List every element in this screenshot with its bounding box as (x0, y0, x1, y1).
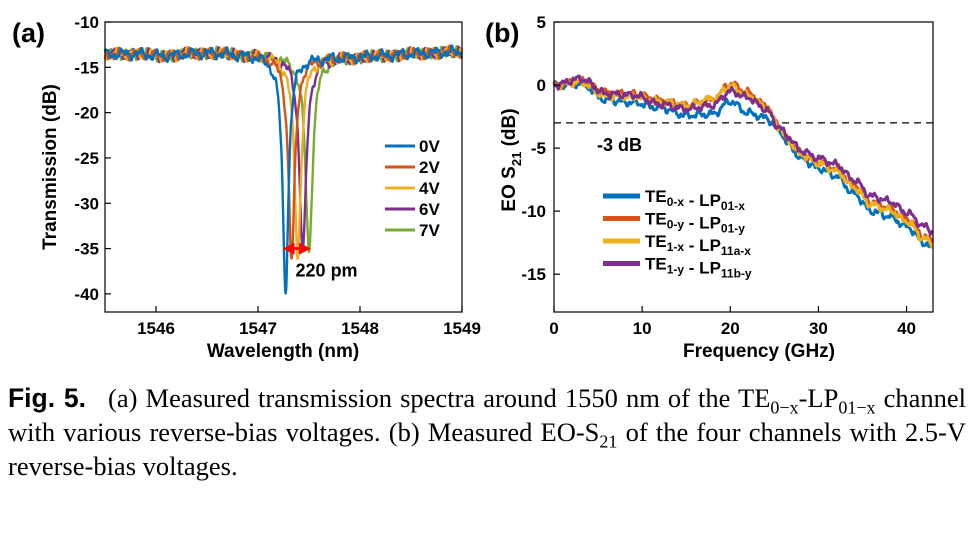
panel-b-y-tick-label: 5 (537, 13, 546, 32)
figure: (a) 220 pm 1546 1547 1548 1549 -10 -15 -20 -25… (12, 13, 935, 362)
panel-a-y-tick-label: -20 (74, 104, 99, 123)
legend-label-4V: 4V (419, 179, 440, 198)
panel-a-y-tick-label: -25 (74, 149, 99, 168)
panel-a-y-tick-label: -35 (74, 240, 99, 259)
panel-a-transmission: (a) 220 pm 1546 1547 1548 1549 -10 -15 -20 -25… (12, 13, 481, 362)
panel-a-y-ticks: -10 -15 -20 -25 -30 -35 -40 (74, 13, 111, 304)
panel-a-x-tick-label: 1549 (443, 319, 481, 338)
panel-a-curves (103, 44, 464, 295)
series-line-TE0-x-LP01-x (552, 78, 934, 249)
series-line-0V (103, 44, 464, 295)
panel-b-label: (b) (485, 18, 519, 48)
legend-label-2V: 2V (419, 158, 440, 177)
panel-a-y-tick-label: -10 (74, 13, 99, 32)
caption-segment: channel with various reverse-bias voltag… (8, 383, 966, 447)
wavelength-shift-label: 220 pm (296, 261, 358, 281)
panel-a-x-tick-label: 1547 (239, 319, 277, 338)
panel-a-label: (a) (12, 18, 45, 48)
panel-b-axes-box (553, 21, 934, 313)
panel-b-y-tick-label: 0 (537, 76, 546, 95)
panel-a-y-tick-label: -40 (74, 285, 99, 304)
caption-text: (a) Measured transmission spectra around… (8, 383, 966, 481)
legend-label-3: TE1-y - LP11b-y (645, 255, 752, 281)
legend-label-1: TE0-y - LP01-y (645, 210, 745, 236)
minus-3db-label: -3 dB (597, 135, 642, 155)
panel-a-x-axis-label: Wavelength (nm) (207, 341, 359, 362)
panel-b-y-axis-label: EO S21 (dB) (499, 108, 524, 211)
panel-b-x-tick-label: 20 (721, 319, 740, 338)
series-line-TE1-y-LP11b-y (552, 74, 934, 236)
panel-b-x-tick-label: 30 (809, 319, 828, 338)
figure-caption: Fig. 5. (a) Measured transmission spectra… (8, 381, 966, 483)
panel-b-x-ticks: 0 10 20 30 40 (549, 306, 916, 338)
panel-a-y-tick-label: -15 (74, 58, 99, 77)
legend-label-6V: 6V (419, 200, 440, 219)
caption-segment: (a) Measured transmission spectra around… (108, 383, 771, 413)
caption-subscript: 0−x (770, 397, 799, 418)
panel-b-x-tick-label: 10 (633, 319, 652, 338)
panel-a-x-ticks: 1546 1547 1548 1549 (137, 306, 481, 338)
legend-label-0: TE0-x - LP01-x (645, 187, 745, 213)
panel-a-y-tick-label: -30 (74, 194, 99, 213)
arrow-head-right (298, 242, 311, 255)
panel-a-legend: 0V 2V 4V 6V 7V (385, 137, 440, 240)
caption-label: Fig. 5. (8, 383, 87, 413)
panel-a-x-tick-label: 1546 (137, 319, 175, 338)
panel-b-y-tick-label: -5 (531, 139, 546, 158)
panel-b-x-tick-label: 40 (897, 319, 916, 338)
panel-b-x-tick-label: 0 (549, 319, 558, 338)
arrow-head-left (282, 242, 295, 255)
panel-a-axes-box (104, 21, 463, 313)
panel-b-y-ticks: 5 0 -5 -10 -15 (521, 13, 560, 284)
panel-b-y-tick-label: -15 (521, 265, 546, 284)
panel-b-x-axis-label: Frequency (GHz) (683, 341, 835, 362)
caption-segment: -LP (798, 383, 839, 413)
legend-label-0V: 0V (419, 137, 440, 156)
legend-label-7V: 7V (419, 221, 440, 240)
panel-a-annotation: 220 pm (282, 242, 358, 281)
panel-b-y-tick-label: -10 (521, 202, 546, 221)
panel-b-eo-s21: (b) -3 dB 0 10 20 30 40 50-5-10-15 Frequency… (485, 13, 935, 362)
caption-subscript: 01−x (838, 397, 876, 418)
legend-label-2: TE1-x - LP11a-x (645, 232, 751, 258)
panel-b-curves (552, 74, 935, 249)
panel-a-x-tick-label: 1548 (341, 319, 379, 338)
caption-subscript: 21 (599, 431, 618, 452)
panel-a-y-axis-label: Transmission (dB) (40, 84, 61, 250)
caption-segment: of the four channels with 2.5-V reverse-… (8, 417, 966, 481)
